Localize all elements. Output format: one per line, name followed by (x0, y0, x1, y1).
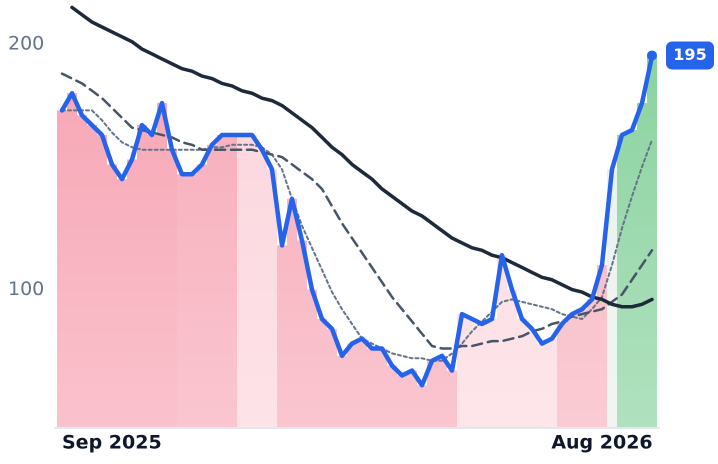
x-tick-label: Sep 2025 (62, 432, 162, 454)
y-tick-label: 200 (8, 33, 44, 55)
value-badge (666, 41, 714, 70)
series-line (70, 5, 654, 309)
series-line (61, 109, 653, 362)
last-point (647, 50, 657, 61)
area-fade (57, 0, 657, 427)
series-line (60, 72, 654, 350)
value-label: 195 (673, 45, 706, 64)
x-tick-label: Aug 2026 (551, 432, 652, 454)
series-line (59, 54, 655, 388)
y-tick-label: 100 (8, 278, 44, 300)
